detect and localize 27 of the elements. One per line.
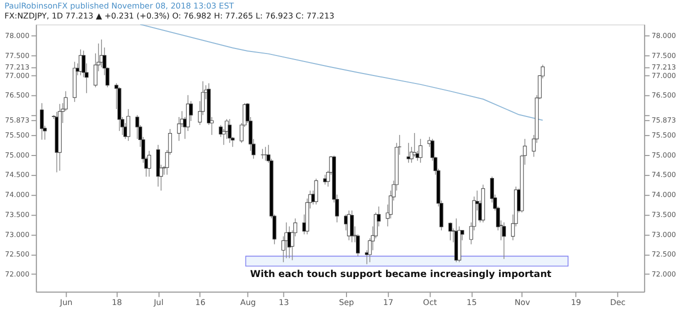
x-tick-label: 15: [466, 298, 477, 308]
x-tick-label: 19: [570, 298, 582, 308]
x-tick-label: 18: [112, 298, 122, 308]
x-tick-label: Oct: [423, 298, 437, 308]
candlestick: [228, 118, 232, 144]
candlestick: [40, 102, 44, 140]
line-series: [140, 24, 544, 121]
annotation: With each touch support became increasingly important: [250, 269, 552, 280]
x-tick-label: Sep: [338, 298, 354, 308]
candlestick: [147, 150, 152, 178]
x-tick-label: Dec: [610, 298, 626, 308]
x-tick-label: Jul: [152, 298, 164, 308]
candlestick: [412, 132, 416, 158]
x-tick-label: 16: [195, 298, 206, 308]
x-tick-label: 17: [383, 298, 394, 308]
candlestick: [126, 108, 130, 142]
chart-title: PaulRobinsonFX published November 08, 2018 13:03 EST: [4, 1, 234, 10]
candlestick: [314, 178, 318, 205]
x-tick-label: Aug: [240, 298, 256, 308]
candlestick: [350, 210, 354, 243]
candlestick: [418, 138, 422, 164]
x-tick-label: Nov: [514, 298, 530, 308]
candlestick: [502, 222, 506, 260]
x-tick-label: Jun: [58, 298, 72, 308]
chart-subtitle: FX:NZDJPY, 1D 77.213 ▲ +0.231 (+0.3%) O: 76.982 H: 77.265 L: 76.923 C: 77.213: [4, 11, 334, 20]
x-tick-label: 13: [278, 298, 289, 308]
candlestick: [448, 222, 452, 241]
